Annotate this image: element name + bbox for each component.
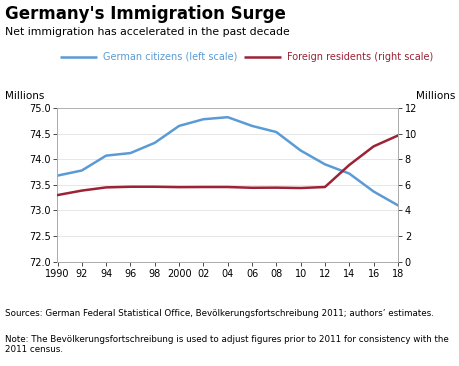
- Text: Foreign residents (right scale): Foreign residents (right scale): [287, 52, 433, 62]
- Text: German citizens (left scale): German citizens (left scale): [103, 52, 237, 62]
- Text: Millions: Millions: [415, 91, 454, 101]
- Text: Net immigration has accelerated in the past decade: Net immigration has accelerated in the p…: [5, 27, 289, 37]
- Text: Germany's Immigration Surge: Germany's Immigration Surge: [5, 5, 285, 23]
- Text: Sources: German Federal Statistical Office, Bevölkerungsfortschreibung 2011; aut: Sources: German Federal Statistical Offi…: [5, 309, 432, 318]
- Text: Millions: Millions: [5, 91, 44, 101]
- Text: Note: The Bevölkerungsfortschreibung is used to adjust figures prior to 2011 for: Note: The Bevölkerungsfortschreibung is …: [5, 335, 448, 354]
